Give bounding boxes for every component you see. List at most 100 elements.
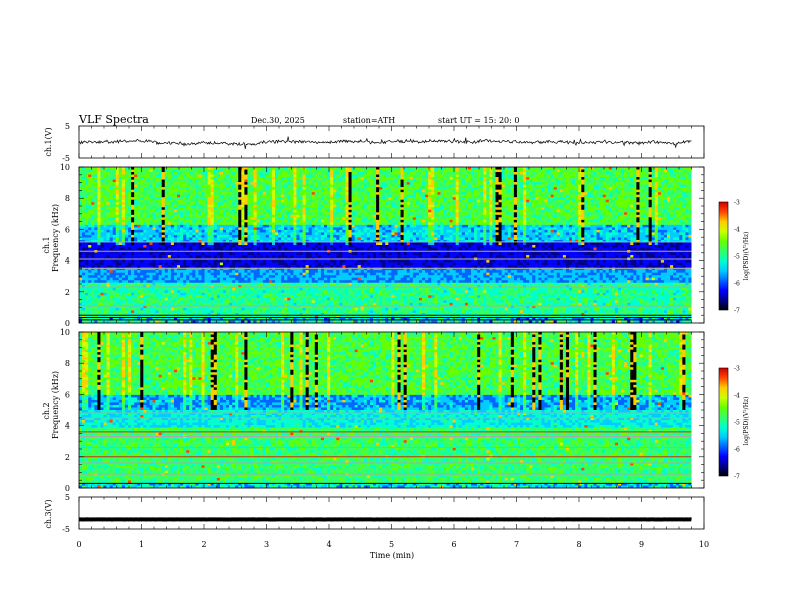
spectrogram-cell	[618, 182, 622, 185]
spectrogram-cell	[495, 197, 499, 201]
spectrogram-cell	[520, 207, 524, 211]
spectrogram-cell	[685, 209, 689, 213]
spectrogram-cell	[510, 177, 515, 180]
spectrogram-cell	[406, 212, 411, 216]
spectrogram-cell	[128, 172, 132, 175]
spectrogram-cell	[155, 227, 159, 231]
spectrogram-cell	[109, 179, 113, 183]
spectrogram-cell	[118, 204, 123, 208]
spectrogram-cell	[118, 172, 123, 175]
spectrogram-cell	[152, 184, 156, 188]
spectrogram-cell	[596, 167, 600, 170]
spectrogram-cell	[348, 172, 352, 175]
spectrogram-cell	[523, 214, 527, 218]
spectrogram-cell	[431, 182, 435, 185]
spectrogram-cell	[284, 202, 288, 206]
spectrogram-cell	[461, 192, 466, 195]
spectrogram-cell	[317, 167, 322, 170]
spectrogram-cell	[330, 227, 334, 231]
spectrogram-cell	[516, 209, 521, 213]
spectrogram-cell	[449, 204, 453, 208]
spectrogram-cell	[253, 172, 257, 175]
spectrogram-cell	[409, 184, 414, 188]
spectrogram-cell	[660, 207, 665, 211]
spectrogram-cell	[599, 194, 603, 198]
spectrogram-cell	[293, 179, 297, 183]
spectrogram-cell	[124, 209, 129, 213]
spectrogram-cell	[275, 194, 279, 198]
spectrogram-cell	[189, 217, 193, 221]
spectrogram-cell	[486, 202, 490, 206]
spectrogram-cell	[186, 184, 190, 188]
spectrogram-cell	[201, 217, 205, 221]
spectrogram-cell	[608, 202, 613, 206]
spectrogram-cell	[232, 184, 236, 188]
spectrogram-cell	[627, 212, 631, 216]
spectrogram-cell	[688, 184, 692, 188]
spectrogram-cell	[400, 182, 404, 185]
ch1-waveform-ticks	[78, 126, 705, 158]
spectrogram-cell	[513, 184, 518, 188]
spectrogram-cell	[314, 202, 319, 206]
spectrogram-cell	[241, 219, 245, 223]
spectrogram-cell	[409, 177, 414, 180]
spectrogram-cell	[198, 202, 202, 206]
spectrogram-cell	[354, 169, 358, 173]
spectrogram-cell	[317, 197, 322, 201]
spectrogram-cell	[627, 179, 631, 183]
spectrogram-cell	[581, 167, 585, 170]
spectrogram-cell	[608, 172, 613, 175]
spectrogram-cell	[259, 222, 264, 226]
spectrogram-cell	[581, 214, 585, 218]
spectrogram-cell	[578, 224, 582, 228]
spectrogram-cell	[210, 184, 215, 188]
spectrogram-cell	[596, 169, 600, 173]
spectrogram-cell	[504, 212, 509, 216]
spectrogram-cell	[480, 177, 484, 180]
spectrogram-cell	[235, 182, 239, 185]
spectrogram-cell	[275, 179, 279, 183]
spectrogram-cell	[382, 219, 386, 223]
spectrogram-cell	[611, 224, 616, 228]
spectrogram-cell	[204, 204, 208, 208]
spectrogram-cell	[247, 207, 251, 211]
spectrogram-cell	[425, 222, 429, 226]
spectrogram-cell	[158, 167, 162, 170]
spectrogram-cell	[244, 212, 248, 216]
spectrogram-cell	[238, 214, 242, 218]
spectrogram-cell	[682, 202, 686, 206]
spectrogram-cell	[351, 222, 355, 226]
spectrogram-cell	[556, 204, 561, 208]
spectrogram-cell	[183, 187, 187, 190]
spectrogram-cell	[278, 219, 282, 223]
spectrogram-cell	[348, 207, 352, 211]
spectrogram-cell	[391, 179, 395, 183]
spectrogram-cell	[483, 177, 487, 180]
spectrogram-cell	[498, 167, 502, 170]
spectrogram-cell	[605, 219, 610, 223]
spectrogram-cell	[271, 219, 276, 223]
spectrogram-cell	[342, 174, 346, 178]
spectrogram-cell	[91, 182, 95, 185]
spectrogram-cell	[281, 172, 285, 175]
spectrogram-cell	[614, 179, 619, 183]
spectrogram-cell	[627, 182, 631, 185]
spectrogram-cell	[327, 182, 331, 185]
spectrogram-cell	[198, 194, 202, 198]
spectrogram-cell	[155, 187, 159, 190]
spectrogram-cell	[177, 174, 181, 178]
spectrogram-cell	[79, 172, 83, 175]
spectrogram-cell	[507, 212, 512, 216]
spectrogram-cell	[85, 202, 89, 206]
spectrogram-cell	[532, 192, 536, 195]
spectrogram-cell	[682, 169, 686, 173]
spectrogram-cell	[140, 184, 144, 188]
spectrogram-cell	[553, 197, 558, 201]
spectrogram-cell	[333, 192, 337, 195]
spectrogram-cell	[458, 209, 463, 213]
spectrogram-cell	[345, 219, 349, 223]
spectrogram-cell	[431, 209, 435, 213]
spectrogram-cell	[602, 184, 607, 188]
spectrogram-cell	[271, 194, 276, 198]
spectrogram-cell	[115, 222, 120, 226]
